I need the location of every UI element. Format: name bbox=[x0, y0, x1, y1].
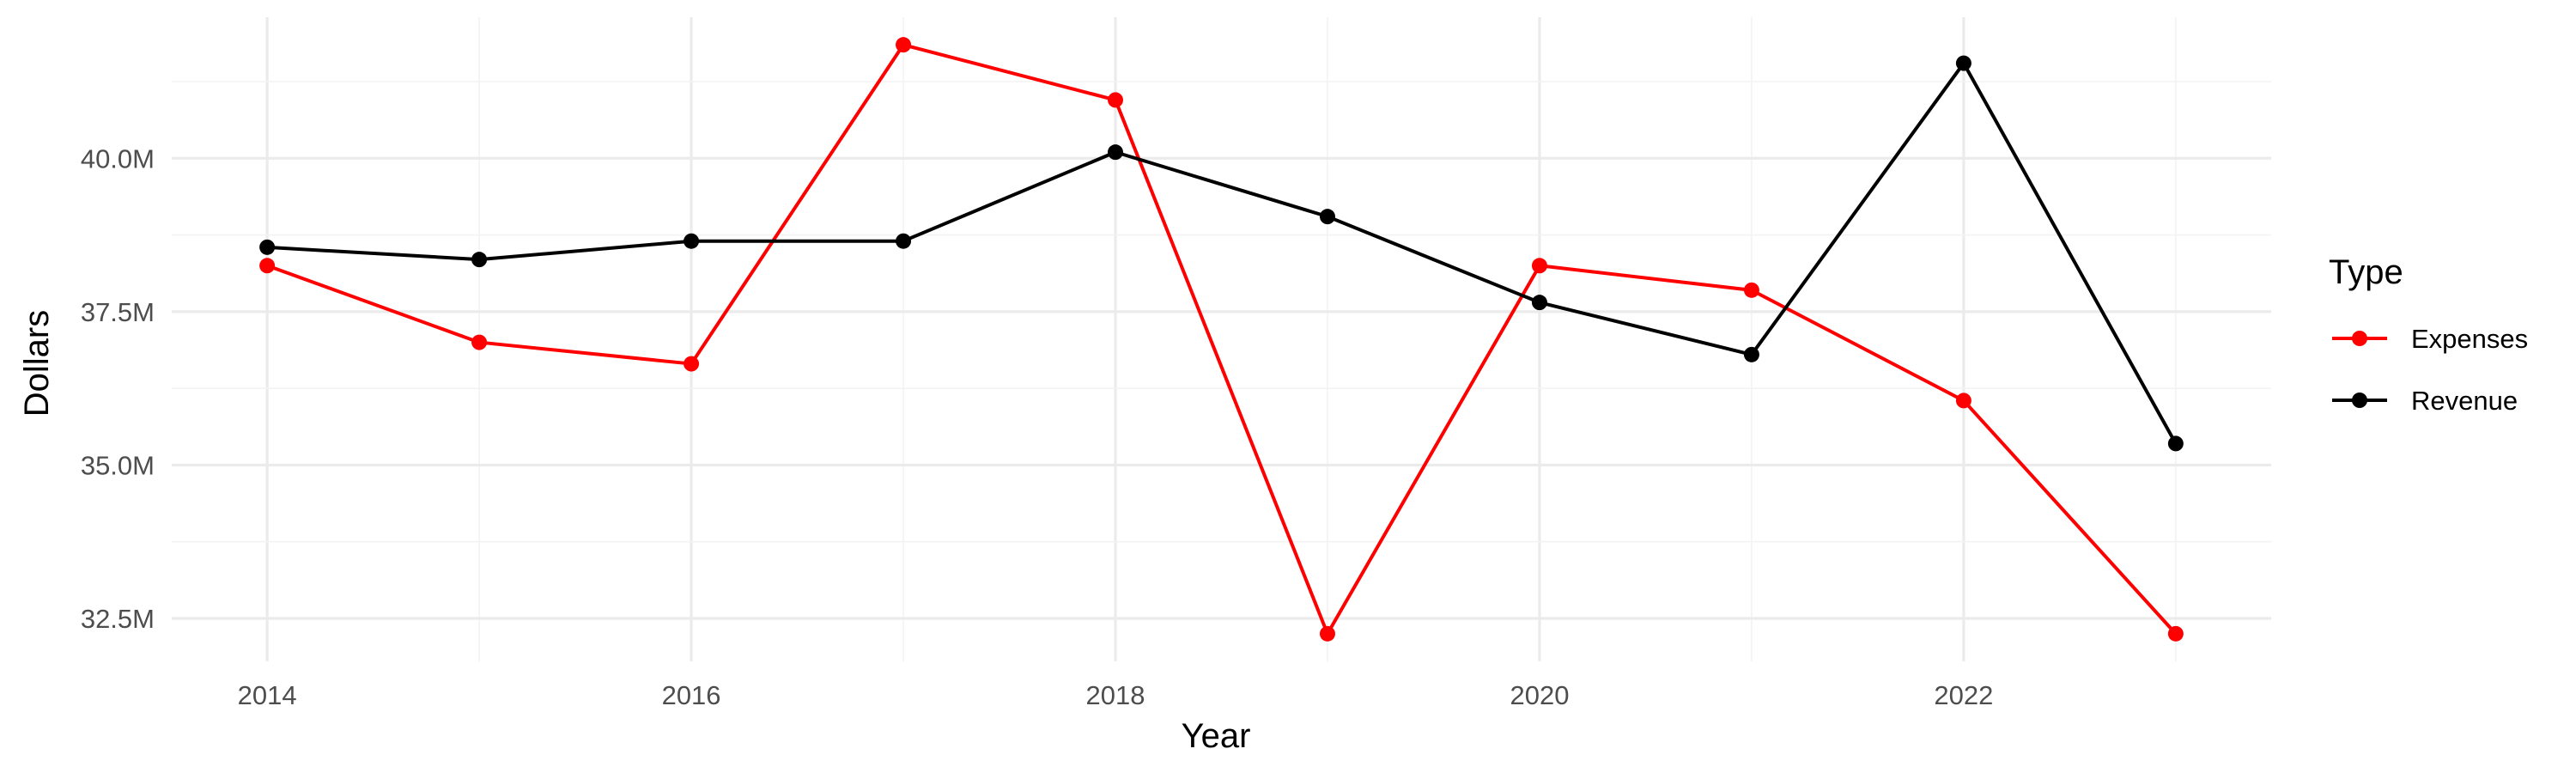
y-axis-title: Dollars bbox=[18, 310, 56, 417]
data-point-revenue bbox=[683, 233, 700, 249]
legend-item-expenses: Expenses bbox=[2332, 324, 2528, 354]
legend-key-point-expenses bbox=[2352, 331, 2367, 346]
data-point-expenses bbox=[471, 334, 488, 350]
data-point-expenses bbox=[1319, 625, 1335, 642]
x-tick-label: 2016 bbox=[662, 680, 721, 710]
data-point-revenue bbox=[2167, 435, 2184, 452]
data-point-revenue bbox=[259, 239, 276, 255]
data-point-expenses bbox=[259, 258, 276, 274]
series-line-expenses bbox=[266, 43, 2178, 636]
y-tick-label: 40.0M bbox=[81, 143, 155, 173]
data-point-expenses bbox=[683, 356, 700, 372]
data-point-expenses bbox=[1531, 258, 1547, 274]
data-point-revenue bbox=[896, 233, 912, 249]
legend-label-revenue: Revenue bbox=[2411, 386, 2518, 416]
x-axis-title: Year bbox=[1182, 717, 1251, 755]
data-point-expenses bbox=[896, 37, 912, 53]
data-point-revenue bbox=[1108, 144, 1124, 161]
x-tick-label: 2014 bbox=[238, 680, 297, 710]
data-point-expenses bbox=[2167, 625, 2184, 642]
data-point-revenue bbox=[1319, 209, 1335, 225]
legend-item-revenue: Revenue bbox=[2332, 386, 2518, 416]
series-line-revenue bbox=[267, 61, 2178, 445]
axis-labels: Year Dollars 2014 2016 2018 2020 2022 32.5M 35… bbox=[18, 143, 1993, 755]
data-point-expenses bbox=[1743, 282, 1759, 298]
y-tick-label: 32.5M bbox=[81, 604, 155, 634]
data-point-expenses bbox=[1108, 92, 1124, 108]
data-point-revenue bbox=[1955, 55, 1971, 71]
legend: Type Expenses Revenue bbox=[2329, 253, 2528, 416]
data-point-revenue bbox=[471, 252, 488, 268]
legend-key-point-revenue bbox=[2352, 393, 2367, 408]
data-point-expenses bbox=[1955, 393, 1971, 409]
legend-label-expenses: Expenses bbox=[2411, 324, 2528, 354]
data-point-revenue bbox=[1743, 346, 1759, 362]
series-lines bbox=[266, 43, 2178, 636]
data-point-revenue bbox=[1531, 295, 1547, 311]
x-tick-label: 2020 bbox=[1510, 680, 1569, 710]
y-tick-label: 35.0M bbox=[81, 450, 155, 480]
x-tick-label: 2018 bbox=[1086, 680, 1145, 710]
y-tick-label: 37.5M bbox=[81, 297, 155, 327]
grid-lines bbox=[172, 17, 2271, 661]
legend-title: Type bbox=[2329, 253, 2403, 291]
x-tick-label: 2022 bbox=[1934, 680, 1993, 710]
data-points bbox=[259, 37, 2184, 642]
